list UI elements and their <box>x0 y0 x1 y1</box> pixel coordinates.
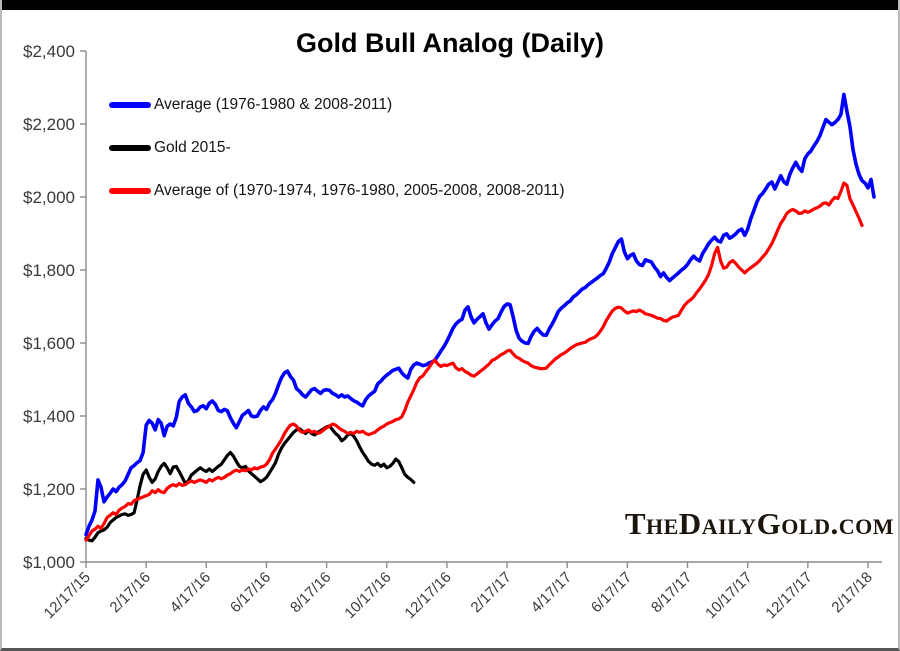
x-axis-tick-label: 10/17/17 <box>702 569 755 622</box>
x-axis-tick-label: 12/17/17 <box>762 569 815 622</box>
series-line-2 <box>84 181 864 542</box>
top-bar <box>2 0 898 10</box>
x-axis-tick-label: 2/17/17 <box>467 569 514 616</box>
y-axis-tick-label: $1,600 <box>23 334 75 353</box>
y-axis-tick-label: $1,000 <box>23 553 75 572</box>
legend-swatch-blue-line-icon <box>109 102 151 108</box>
legend-swatch-red-line-icon <box>109 188 151 194</box>
legend-label: Average of (1970-1974, 1976-1980, 2005-2… <box>154 182 565 199</box>
chart-legend: Average (1976-1980 & 2008-2011) Gold 201… <box>109 95 565 201</box>
legend-item-average-1976-2008: Average (1976-1980 & 2008-2011) <box>109 95 565 115</box>
x-axis-tick-label: 12/17/16 <box>401 569 454 622</box>
legend-item-gold-2015: Gold 2015- <box>109 138 565 158</box>
legend-item-average-of-four: Average of (1970-1974, 1976-1980, 2005-2… <box>109 181 565 201</box>
x-axis-tick-label: 12/17/15 <box>41 569 94 622</box>
series-line-0 <box>84 92 876 537</box>
y-axis-tick-label: $1,800 <box>23 261 75 280</box>
y-axis-tick-label: $2,000 <box>23 188 75 207</box>
x-axis-tick-label: 4/17/17 <box>528 569 575 616</box>
chart-title: Gold Bull Analog (Daily) <box>296 28 604 58</box>
x-axis-tick-label: 2/17/16 <box>107 569 154 616</box>
x-axis-tick-label: 2/17/18 <box>828 569 875 616</box>
x-axis-tick-label: 4/17/16 <box>167 569 214 616</box>
x-axis-tick-label: 6/17/16 <box>227 569 274 616</box>
legend-swatch-black-line-icon <box>109 145 151 151</box>
y-axis-tick-label: $1,200 <box>23 480 75 499</box>
watermark-thedailygold: TheDailyGold.com <box>624 506 894 541</box>
x-axis-tick-label: 10/17/16 <box>341 569 394 622</box>
x-axis-tick-label: 8/17/17 <box>648 569 695 616</box>
legend-label: Gold 2015- <box>154 139 231 156</box>
x-axis-tick-label: 6/17/17 <box>588 569 635 616</box>
legend-label: Average (1976-1980 & 2008-2011) <box>154 96 393 113</box>
series-line-1 <box>84 424 416 543</box>
y-axis-tick-label: $2,200 <box>23 115 75 134</box>
y-axis-tick-label: $1,400 <box>23 407 75 426</box>
y-axis-tick-label: $2,400 <box>23 42 75 61</box>
x-axis-tick-label: 8/17/16 <box>287 569 334 616</box>
